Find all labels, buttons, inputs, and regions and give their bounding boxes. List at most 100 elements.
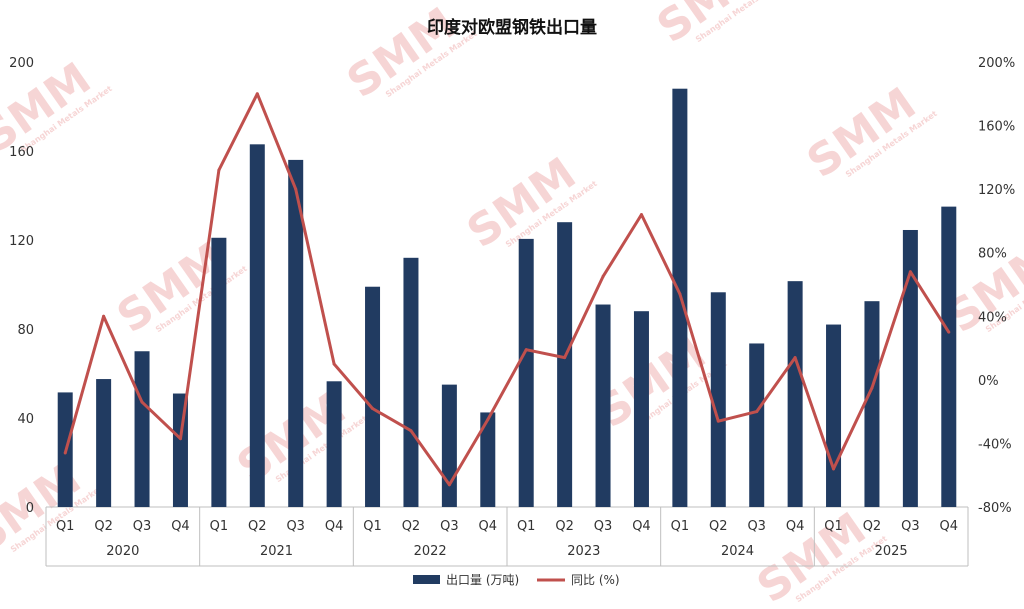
x-group-label: 2022	[414, 544, 447, 559]
line-point	[908, 270, 912, 274]
x-group-label: 2020	[106, 544, 139, 559]
x-tick-label: Q2	[863, 519, 882, 534]
bar	[941, 206, 957, 507]
y-right-tick-label: -80%	[978, 501, 1012, 516]
x-tick-label: Q4	[786, 519, 805, 534]
y-left-tick-label: 40	[17, 412, 34, 427]
line-point	[870, 386, 874, 390]
bar	[902, 229, 918, 508]
bar	[787, 281, 803, 507]
bar	[633, 311, 649, 507]
x-tick-label: Q1	[210, 519, 229, 534]
y-right-tick-label: -40%	[978, 437, 1012, 452]
chart-title: 印度对欧盟钢铁出口量	[427, 17, 597, 38]
bar	[288, 159, 304, 507]
line-point	[409, 429, 413, 433]
x-tick-label: Q1	[671, 519, 690, 534]
x-tick-label: Q4	[479, 519, 498, 534]
line-point	[447, 483, 451, 487]
line-point	[755, 410, 759, 414]
line-point	[639, 213, 643, 217]
line-series	[63, 92, 951, 487]
bar	[403, 257, 419, 507]
y-left-tick-label: 160	[9, 145, 34, 160]
x-tick-label: Q4	[632, 519, 651, 534]
line-point	[601, 275, 605, 279]
line-point	[102, 314, 106, 318]
line-point	[178, 437, 182, 441]
bar	[518, 238, 534, 507]
line-point	[217, 168, 221, 172]
line-point	[793, 356, 797, 360]
line-point	[678, 292, 682, 296]
x-tick-label: Q4	[325, 519, 344, 534]
legend-label-line: 同比 (%)	[571, 573, 620, 587]
bar	[826, 324, 842, 507]
bar	[710, 292, 726, 507]
bar	[749, 343, 765, 507]
x-tick-label: Q1	[56, 519, 75, 534]
y-left-tick-label: 200	[9, 56, 34, 71]
line-point	[63, 451, 67, 455]
x-group-label: 2021	[260, 544, 293, 559]
bar	[249, 144, 265, 507]
bar	[441, 384, 457, 507]
x-tick-label: Q2	[709, 519, 728, 534]
line-point	[716, 419, 720, 423]
line-point	[294, 187, 298, 191]
x-tick-label: Q4	[171, 519, 190, 534]
x-tick-label: Q2	[555, 519, 574, 534]
x-tick-label: Q3	[286, 519, 305, 534]
bar	[96, 379, 112, 507]
line-point	[524, 348, 528, 352]
x-tick-label: Q3	[133, 519, 152, 534]
axes: 0 40 80 120 160 200 -80% -40% 0% 40% 80% 120% 160% 20…	[9, 56, 1015, 567]
x-tick-label: Q1	[824, 519, 843, 534]
x-group-label: 2025	[875, 544, 908, 559]
line-point	[947, 330, 951, 334]
y-right-tick-label: 120%	[978, 183, 1015, 198]
legend-swatch-bar	[413, 575, 440, 584]
x-tick-label: Q3	[901, 519, 920, 534]
bar	[557, 222, 573, 507]
y-left-tick-label: 120	[9, 234, 34, 249]
bar	[365, 286, 381, 507]
y-left-tick-label: 80	[17, 323, 34, 338]
series-line	[63, 92, 951, 487]
bar	[864, 301, 880, 507]
x-tick-label: Q4	[940, 519, 959, 534]
line-point	[563, 356, 567, 360]
x-tick-label: Q1	[517, 519, 536, 534]
y-left-tick-label: 0	[26, 501, 34, 516]
legend-label-bar: 出口量 (万吨)	[446, 573, 519, 587]
legend: 出口量 (万吨) 同比 (%)	[413, 573, 620, 587]
line-point	[486, 418, 490, 422]
line-point	[255, 92, 259, 96]
x-tick-label: Q2	[248, 519, 267, 534]
bar	[595, 304, 611, 507]
bar	[480, 412, 496, 507]
y-right-tick-label: 0%	[978, 374, 999, 389]
line-point	[332, 362, 336, 366]
bar	[134, 351, 150, 507]
x-tick-label: Q3	[594, 519, 613, 534]
x-tick-label: Q2	[94, 519, 113, 534]
y-right-tick-label: 200%	[978, 56, 1015, 71]
y-right-tick-label: 80%	[978, 247, 1007, 262]
x-tick-label: Q3	[747, 519, 766, 534]
x-tick-label: Q1	[363, 519, 382, 534]
x-tick-label: Q2	[402, 519, 421, 534]
line-point	[140, 400, 144, 404]
y-right-tick-label: 160%	[978, 120, 1015, 135]
bar-series	[57, 88, 957, 508]
y-right-tick-label: 40%	[978, 310, 1007, 325]
x-group-label: 2024	[721, 544, 754, 559]
